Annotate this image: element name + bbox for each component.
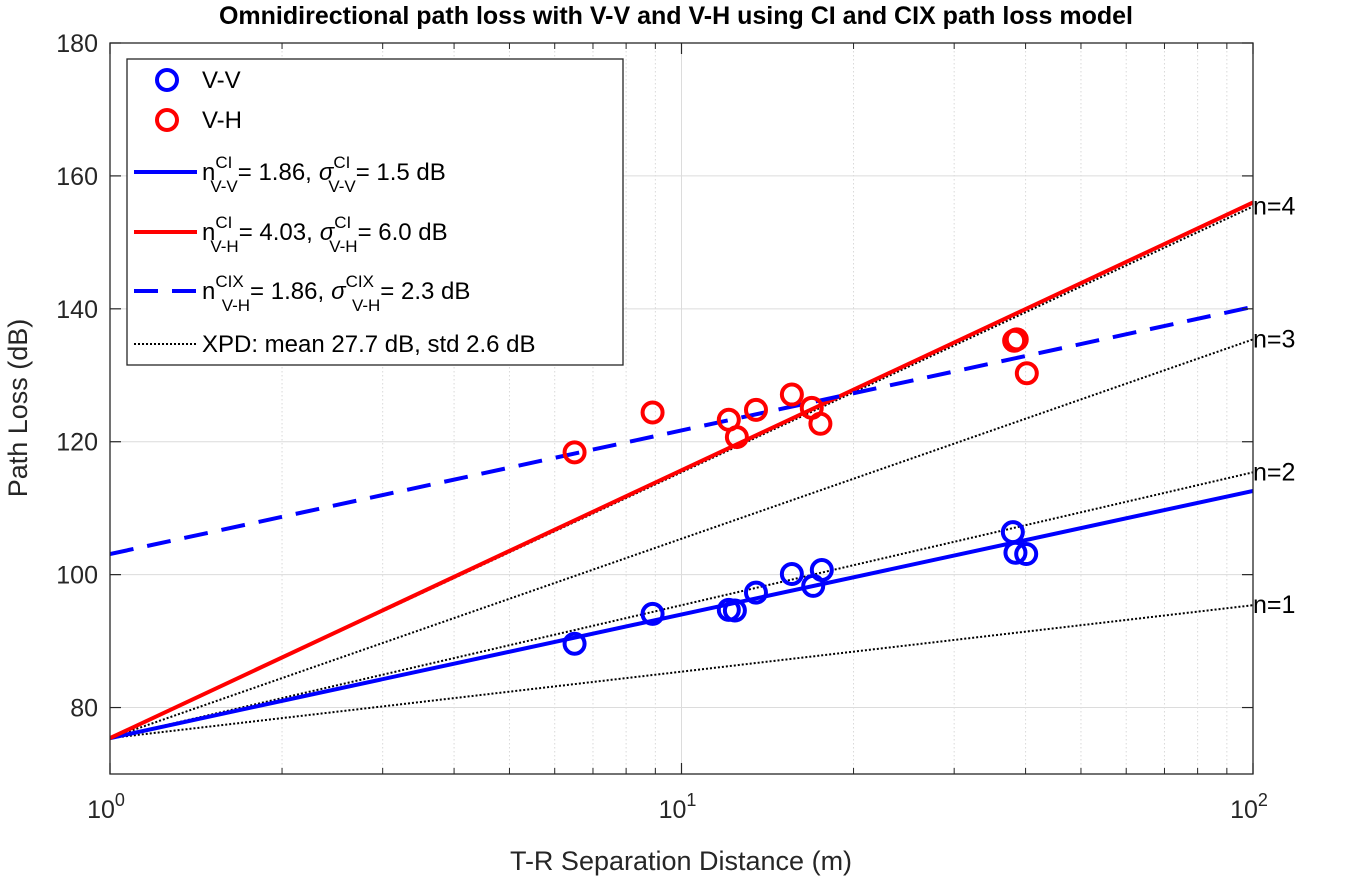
data-point-marker (640, 601, 665, 626)
x-tick-label: 101 (659, 790, 697, 824)
y-tick-label: 160 (56, 163, 98, 191)
x-tick-exponent: 2 (1258, 790, 1268, 810)
legend-s-sub: V-V (328, 177, 356, 196)
reference-label: n=4 (1253, 192, 1296, 220)
x-tick-exponent: 0 (115, 790, 125, 810)
x-tick-label: 100 (87, 790, 125, 824)
legend-n-sub: V-V (210, 177, 238, 196)
legend-entry-text: XPD: mean 27.7 dB, std 2.6 dB (202, 331, 536, 358)
reference-line-n=3 (110, 338, 1253, 740)
data-markers (562, 327, 1039, 656)
legend-s-sup: CI (334, 213, 351, 232)
y-tick-label: 80 (70, 695, 98, 723)
fit-lines (110, 200, 1253, 741)
y-axis-label: Path Loss (dB) (3, 319, 33, 498)
legend-n-sub: V-H (210, 237, 238, 256)
legend-n-value: = 1.86, (250, 278, 324, 305)
y-tick-label: 100 (56, 562, 98, 590)
legend-n-sup: CI (215, 153, 232, 172)
legend-s-sup: CIX (346, 272, 374, 291)
data-point-marker (1014, 542, 1039, 567)
legend-entry-text: nCIX V-H= 1.86, σCIX V-H= 2.3 dB (202, 272, 470, 315)
legend-s-base: σ (331, 278, 347, 305)
y-tick-label: 120 (56, 429, 98, 457)
x-tick-base: 10 (87, 796, 115, 824)
data-point-marker (722, 598, 747, 623)
legend-n-base: n (202, 278, 215, 305)
x-tick-label: 102 (1230, 790, 1268, 824)
data-point-marker (562, 440, 587, 465)
legend-marker-symbol (155, 68, 179, 92)
data-point-marker (779, 382, 804, 407)
reference-label: n=3 (1253, 325, 1295, 353)
legend-entry-text: V-V (202, 67, 241, 94)
legend-s-sub: V-H (329, 237, 357, 256)
slope-labels: n=1 n=2 n=3 n=4 (1253, 192, 1296, 619)
legend-entry-text: nCI V-V= 1.86, σCI V-V= 1.5 dB (202, 153, 446, 196)
reference-label: n=1 (1253, 591, 1295, 619)
legend-s-value: = 1.5 dB (356, 159, 446, 186)
y-tick-label: 140 (56, 296, 98, 324)
x-tick-base: 10 (659, 796, 687, 824)
legend-n-sup: CI (215, 213, 232, 232)
legend-s-base: σ (320, 219, 336, 246)
reference-line-n=2 (110, 471, 1253, 740)
legend-n-sub: V-H (222, 296, 250, 315)
legend-s-value: = 6.0 dB (358, 219, 448, 246)
data-point-marker (1003, 540, 1028, 565)
data-point-marker (562, 631, 587, 656)
data-point-marker (1014, 361, 1039, 386)
x-tick-base: 10 (1230, 796, 1258, 824)
data-point-marker (724, 425, 749, 450)
legend-s-sup: CI (333, 153, 350, 172)
legend-s-sub: V-H (352, 296, 380, 315)
x-axis-label: T-R Separation Distance (m) (510, 846, 852, 876)
legend-box (126, 58, 624, 366)
data-point-marker (743, 397, 768, 422)
legend-n-value: = 1.86, (238, 159, 312, 186)
legend-s-value: = 2.3 dB (380, 278, 470, 305)
legend-s-base: σ (319, 159, 335, 186)
legend-entry-text: nCI V-H= 4.03, σCI V-H= 6.0 dB (202, 213, 448, 256)
fit-line (110, 304, 1253, 556)
data-point-marker (809, 557, 834, 582)
legend-n-base: n (202, 219, 215, 246)
data-point-marker (1004, 327, 1029, 352)
legend-n-sup: CIX (215, 272, 243, 291)
reference-label: n=2 (1253, 458, 1295, 486)
data-point-marker (808, 411, 833, 436)
fit-line (110, 200, 1253, 740)
data-point-marker (640, 400, 665, 425)
legend-marker-symbol (155, 108, 179, 132)
data-point-marker (779, 561, 804, 586)
legend-entry-text: V-H (202, 107, 242, 134)
chart-title: Omnidirectional path loss with V-V and V… (219, 2, 1133, 30)
fit-line (110, 488, 1253, 741)
x-tick-exponent: 1 (686, 790, 696, 810)
legend-n-base: n (202, 159, 215, 186)
y-tick-label: 180 (56, 30, 98, 58)
data-point-marker (743, 580, 768, 605)
reference-lines (110, 205, 1253, 740)
legend-n-value: = 4.03, (239, 219, 313, 246)
